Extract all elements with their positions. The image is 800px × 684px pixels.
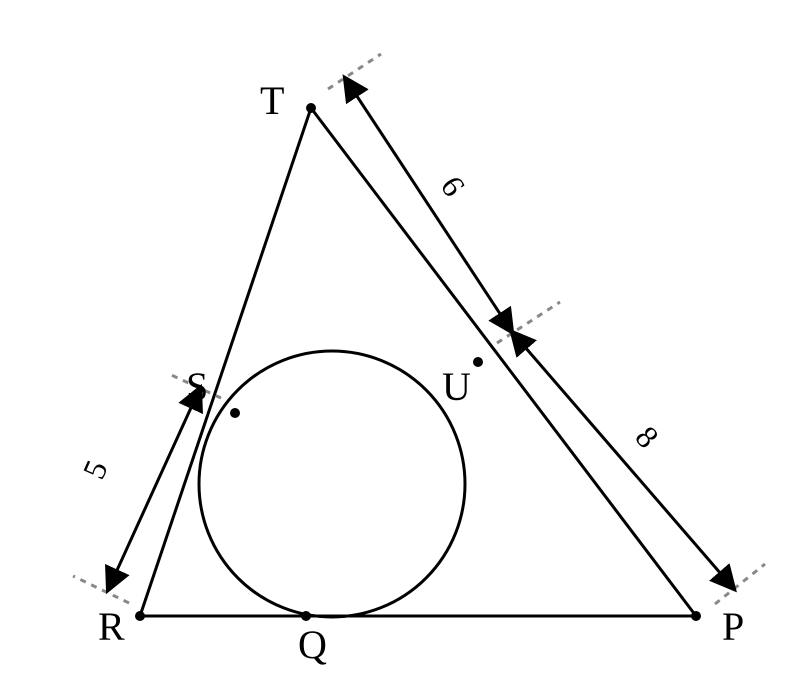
label-S: S: [186, 364, 208, 409]
side-TP: [311, 108, 696, 616]
label-U: U: [442, 364, 471, 409]
d6-arrow: [345, 78, 512, 332]
point-R: [135, 611, 145, 621]
d8-guide: [715, 564, 765, 604]
point-U: [473, 357, 483, 367]
point-P: [691, 611, 701, 621]
label-Q: Q: [298, 622, 327, 667]
label-R: R: [98, 604, 125, 649]
geometry-diagram: R P T S Q U 5 6 8: [0, 0, 800, 684]
side-RT: [140, 108, 311, 616]
point-T: [306, 103, 316, 113]
label-T: T: [260, 78, 284, 123]
d5-guide: [73, 576, 129, 603]
d5-arrow: [108, 388, 200, 590]
d8-arrow: [512, 332, 734, 589]
d6-label: 6: [434, 169, 473, 202]
inscribed-circle: [199, 351, 465, 617]
d5-label: 5: [75, 455, 114, 484]
d6-guide: [328, 54, 381, 89]
label-P: P: [722, 604, 744, 649]
point-S: [230, 408, 240, 418]
point-Q: [301, 611, 311, 621]
d8-label: 8: [628, 419, 666, 455]
